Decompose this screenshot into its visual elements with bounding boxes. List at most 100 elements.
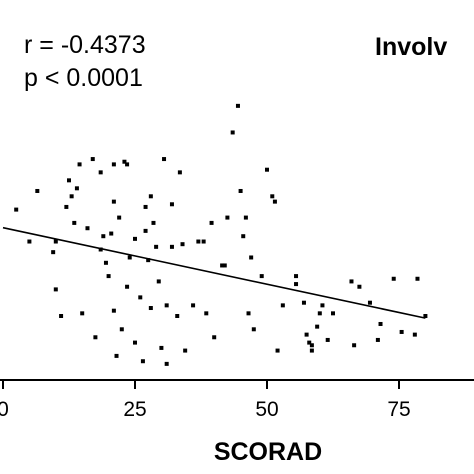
data-point (98, 170, 103, 175)
data-point (183, 348, 188, 353)
data-point (246, 311, 251, 316)
data-point (127, 255, 132, 260)
data-point (148, 194, 153, 199)
data-point (138, 295, 143, 300)
x-tick-label: 0 (0, 398, 9, 421)
x-axis-ticks: 0 25 50 75 (0, 380, 411, 421)
data-point (140, 359, 145, 364)
data-point (114, 353, 119, 358)
data-point (159, 345, 164, 350)
data-point (151, 220, 156, 225)
data-point (64, 204, 69, 209)
data-point (204, 311, 209, 316)
data-point (146, 258, 151, 263)
chart-title: Involv (375, 33, 447, 61)
data-point (304, 332, 309, 337)
data-point (378, 321, 383, 326)
data-point (27, 239, 32, 244)
data-point (212, 335, 217, 340)
data-point (180, 242, 185, 247)
data-point (101, 234, 106, 239)
data-point (51, 250, 56, 255)
data-point (72, 220, 77, 225)
data-point (169, 244, 174, 249)
data-point (53, 239, 58, 244)
data-point (169, 202, 174, 207)
data-point (315, 324, 320, 329)
data-point (265, 167, 269, 172)
x-axis-label: SCORAD (214, 438, 322, 466)
data-point (164, 303, 169, 308)
data-point (251, 327, 256, 332)
data-point (103, 260, 108, 265)
data-point (106, 274, 111, 279)
x-tick-label: 50 (255, 398, 278, 421)
data-point (69, 194, 74, 199)
data-point (270, 194, 275, 199)
data-point (133, 236, 137, 241)
data-point (162, 157, 167, 162)
data-point (125, 284, 130, 289)
data-point (133, 340, 137, 345)
data-point (80, 311, 85, 316)
data-point (90, 157, 95, 162)
data-point (375, 337, 380, 342)
data-point (177, 170, 182, 175)
data-point (59, 314, 64, 318)
data-point (357, 284, 362, 289)
data-point (317, 311, 322, 316)
x-tick-label: 25 (123, 398, 146, 421)
data-point (74, 186, 79, 191)
data-point (243, 215, 248, 220)
x-tick-label: 75 (387, 398, 410, 421)
correlation-annotation: r = -0.4373 (24, 31, 146, 59)
data-point (14, 207, 19, 212)
data-point (93, 335, 98, 340)
data-point (67, 178, 71, 183)
data-point (280, 303, 285, 308)
data-point (367, 300, 372, 305)
scatter-points (14, 103, 428, 366)
data-point (122, 159, 127, 164)
data-point (294, 274, 299, 279)
data-point (272, 199, 277, 204)
data-point (191, 303, 196, 308)
data-point (391, 276, 396, 281)
data-point (301, 300, 306, 305)
data-point (294, 282, 299, 287)
regression-line (2, 226, 426, 319)
p-value-annotation: p < 0.0001 (24, 64, 143, 92)
data-point (249, 255, 254, 260)
data-point (225, 215, 230, 220)
data-point (423, 314, 428, 318)
data-point (143, 204, 148, 209)
data-point (331, 311, 335, 316)
data-point (238, 188, 243, 193)
data-point (201, 239, 206, 244)
data-point (241, 234, 246, 239)
data-point (111, 308, 116, 313)
data-point (220, 263, 225, 268)
data-point (325, 337, 330, 342)
data-point (156, 279, 161, 284)
data-point (148, 306, 153, 311)
data-point (154, 244, 159, 249)
data-point (117, 215, 122, 220)
data-point (111, 162, 116, 167)
data-point (309, 343, 314, 348)
data-point (143, 228, 148, 233)
data-point (35, 188, 40, 193)
data-point (320, 303, 325, 308)
data-point (164, 361, 169, 366)
data-point (111, 199, 116, 204)
data-point (85, 226, 90, 231)
data-point (98, 247, 103, 252)
data-point (175, 314, 180, 318)
data-point (109, 231, 114, 236)
data-point (196, 239, 201, 244)
data-point (77, 162, 82, 167)
data-point (399, 329, 404, 334)
data-point (349, 279, 354, 284)
data-point (230, 130, 235, 135)
